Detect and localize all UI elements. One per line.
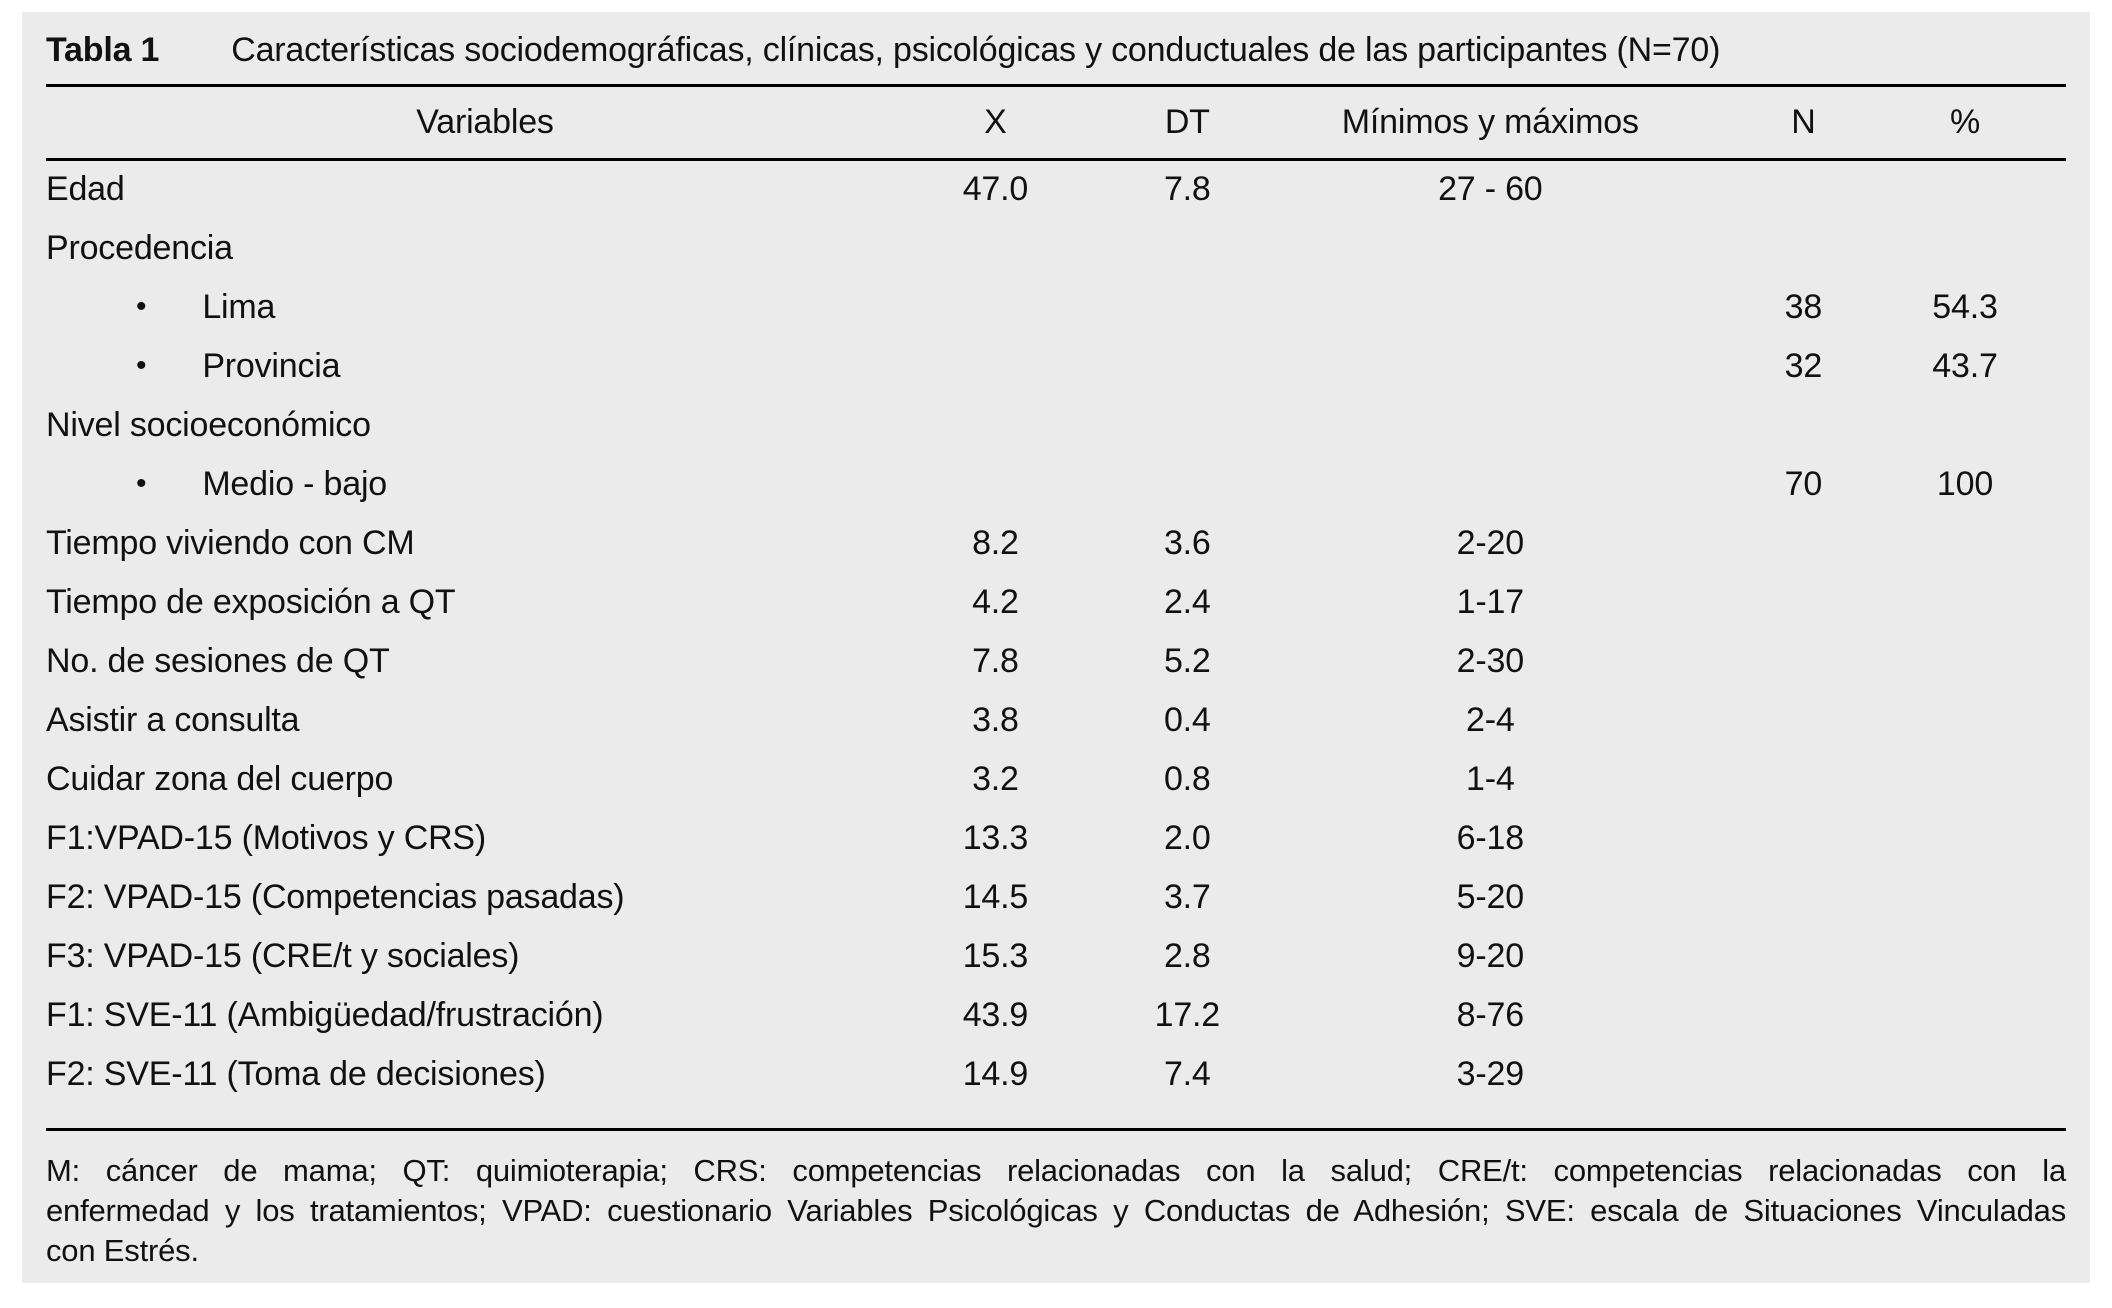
table-row: Cuidar zona del cuerpo 3.2 0.8 1-4 [46, 750, 2066, 809]
cell-variable: Asistir a consulta [46, 700, 300, 739]
cell-variable-label: Lima [202, 287, 276, 326]
table-row: F1: SVE-11 (Ambigüedad/frustración) 43.9… [46, 986, 2066, 1045]
cell-dt: 2.8 [1163, 936, 1211, 975]
column-header-x: X [984, 103, 1007, 141]
cell-x: 15.3 [962, 936, 1029, 975]
table-header: Variables X DT Mínimos y máximos N % [46, 85, 2066, 160]
cell-minmax: 1-4 [1466, 759, 1515, 798]
cell-variable: F3: VPAD-15 (CRE/t y sociales) [46, 936, 520, 975]
statistics-table: Variables X DT Mínimos y máximos N % Eda… [46, 84, 2066, 1104]
cell-x: 3.2 [972, 759, 1019, 798]
cell-minmax: 5-20 [1456, 877, 1524, 916]
cell-dt: 0.4 [1163, 700, 1211, 739]
cell-variable: Edad [46, 170, 125, 209]
cell-x: 13.3 [962, 818, 1029, 857]
footnote-line: enfermedad y los tratamientos; VPAD: cue… [46, 1192, 2066, 1228]
cell-variable: • Provincia [46, 337, 854, 396]
header-row: Variables X DT Mínimos y máximos N % [46, 85, 2066, 160]
column-header-pct: % [1949, 103, 1981, 141]
cell-variable-label: Medio - bajo [202, 464, 388, 503]
cell-variable-label: Provincia [202, 346, 341, 385]
table-row: • Provincia 32 43.7 [46, 337, 2066, 396]
cell-dt: 0.8 [1163, 759, 1211, 798]
cell-dt: 5.2 [1163, 641, 1211, 680]
cell-x: 14.9 [962, 1054, 1029, 1093]
cell-variable: Tiempo de exposición a QT [46, 582, 456, 621]
table-row: • Medio - bajo 70 100 [46, 455, 2066, 514]
table-footnote: M: cáncer de mama; QT: quimioterapia; CR… [46, 1151, 2066, 1271]
cell-variable: • Lima [46, 278, 854, 337]
cell-minmax: 1-17 [1456, 582, 1524, 621]
table-row: Edad 47.0 7.8 27 - 60 [46, 160, 2066, 219]
cell-variable: Tiempo viviendo con CM [46, 523, 415, 562]
column-header-minmax: Mínimos y máximos [1341, 103, 1639, 141]
cell-pct: 43.7 [1932, 346, 1998, 385]
bullet-icon: • [136, 466, 147, 500]
cell-variable: • Medio - bajo [46, 455, 854, 514]
footnote-line: con Estrés. [46, 1232, 199, 1268]
footnote-line: M: cáncer de mama; QT: quimioterapia; CR… [46, 1152, 2066, 1188]
table-body: Edad 47.0 7.8 27 - 60 Procedencia [46, 160, 2066, 1104]
cell-n: 70 [1784, 464, 1823, 503]
cell-dt: 3.7 [1163, 877, 1211, 916]
table-container: Variables X DT Mínimos y máximos N % Eda… [46, 84, 2066, 1131]
cell-x: 3.8 [972, 700, 1019, 739]
table-row: Tiempo de exposición a QT 4.2 2.4 1-17 [46, 573, 2066, 632]
cell-x: 47.0 [962, 170, 1029, 209]
cell-variable: Procedencia [46, 228, 233, 267]
cell-variable: F1: SVE-11 (Ambigüedad/frustración) [46, 995, 604, 1034]
bullet-icon: • [136, 289, 147, 323]
cell-minmax: 3-29 [1456, 1054, 1524, 1093]
table-caption: Tabla 1 Características sociodemográficas… [46, 12, 2066, 84]
table-panel: Tabla 1 Características sociodemográficas… [22, 12, 2090, 1283]
cell-x: 14.5 [962, 877, 1029, 916]
cell-dt: 7.4 [1163, 1054, 1211, 1093]
column-header-dt: DT [1164, 103, 1210, 141]
cell-minmax: 2-20 [1456, 523, 1524, 562]
cell-x: 4.2 [972, 582, 1019, 621]
cell-dt: 2.0 [1163, 818, 1211, 857]
cell-minmax: 2-30 [1456, 641, 1524, 680]
cell-pct: 100 [1936, 464, 1994, 503]
cell-variable: F2: VPAD-15 (Competencias pasadas) [46, 877, 625, 916]
cell-n: 32 [1784, 346, 1823, 385]
cell-minmax: 9-20 [1456, 936, 1524, 975]
cell-variable: No. de sesiones de QT [46, 641, 390, 680]
bullet-icon: • [136, 348, 147, 382]
cell-variable: Cuidar zona del cuerpo [46, 759, 394, 798]
table-row: • Lima 38 54.3 [46, 278, 2066, 337]
table-row: F1:VPAD-15 (Motivos y CRS) 13.3 2.0 6-18 [46, 809, 2066, 868]
cell-variable: Nivel socioeconómico [46, 405, 371, 444]
cell-x: 8.2 [972, 523, 1019, 562]
cell-n: 38 [1784, 287, 1823, 326]
cell-x: 43.9 [962, 995, 1029, 1034]
cell-dt: 17.2 [1154, 995, 1221, 1034]
column-header-n: N [1791, 103, 1816, 141]
cell-pct [1864, 160, 2066, 219]
table-row: Asistir a consulta 3.8 0.4 2-4 [46, 691, 2066, 750]
cell-variable: F1:VPAD-15 (Motivos y CRS) [46, 818, 487, 857]
cell-dt: 7.8 [1163, 170, 1211, 209]
cell-dt: 2.4 [1163, 582, 1211, 621]
cell-pct: 54.3 [1932, 287, 1998, 326]
cell-n [1743, 160, 1864, 219]
table-row: Tiempo viviendo con CM 8.2 3.6 2-20 [46, 514, 2066, 573]
table-row: F3: VPAD-15 (CRE/t y sociales) 15.3 2.8 … [46, 927, 2066, 986]
table-row: Procedencia [46, 219, 2066, 278]
cell-minmax: 2-4 [1466, 700, 1515, 739]
table-row: F2: SVE-11 (Toma de decisiones) 14.9 7.4… [46, 1045, 2066, 1104]
table-number: Tabla 1 [46, 31, 160, 69]
cell-minmax: 6-18 [1456, 818, 1524, 857]
cell-minmax: 27 - 60 [1438, 170, 1543, 209]
cell-dt: 3.6 [1163, 523, 1211, 562]
cell-variable: F2: SVE-11 (Toma de decisiones) [46, 1054, 546, 1093]
table-row: No. de sesiones de QT 7.8 5.2 2-30 [46, 632, 2066, 691]
cell-minmax: 8-76 [1456, 995, 1524, 1034]
cell-x: 7.8 [972, 641, 1019, 680]
table-row: F2: VPAD-15 (Competencias pasadas) 14.5 … [46, 868, 2066, 927]
column-header-variables: Variables [416, 103, 554, 141]
table-title-text: Características sociodemográficas, clíni… [231, 31, 1721, 69]
table-row: Nivel socioeconómico [46, 396, 2066, 455]
